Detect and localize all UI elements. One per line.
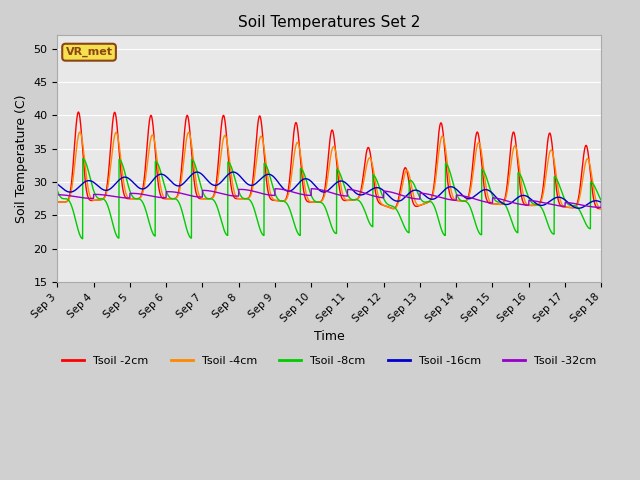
Tsoil -32cm (262, 192, 270, 197)
Tsoil -4cm (262, 161, 270, 167)
Tsoil -16cm (597, 200, 605, 205)
Tsoil -2cm (148, 115, 156, 120)
Tsoil -32cm (587, 204, 595, 209)
Tsoil -8cm (529, 200, 536, 206)
Tsoil -4cm (148, 132, 156, 138)
Text: VR_met: VR_met (65, 47, 113, 57)
Tsoil -16cm (575, 205, 582, 211)
Line: Tsoil -4cm: Tsoil -4cm (58, 132, 601, 209)
Tsoil -2cm (54, 199, 61, 205)
Tsoil -4cm (116, 146, 124, 152)
Tsoil -16cm (148, 179, 156, 185)
Tsoil -32cm (116, 194, 124, 200)
Tsoil -32cm (597, 204, 605, 210)
Tsoil -16cm (54, 181, 61, 187)
Tsoil -8cm (116, 157, 124, 163)
Tsoil -4cm (54, 199, 61, 205)
Tsoil -32cm (148, 193, 156, 199)
Tsoil -32cm (271, 186, 279, 192)
Line: Tsoil -32cm: Tsoil -32cm (58, 189, 601, 207)
Tsoil -32cm (597, 201, 605, 206)
Tsoil -2cm (262, 174, 270, 180)
Tsoil -2cm (597, 206, 605, 212)
Tsoil -2cm (286, 176, 294, 181)
Tsoil -4cm (76, 129, 84, 135)
Tsoil -4cm (597, 206, 605, 212)
Line: Tsoil -16cm: Tsoil -16cm (58, 172, 601, 208)
X-axis label: Time: Time (314, 330, 345, 343)
Tsoil -4cm (529, 203, 536, 208)
Tsoil -2cm (529, 203, 536, 208)
Tsoil -4cm (390, 206, 397, 212)
Tsoil -8cm (262, 163, 270, 168)
Tsoil -4cm (587, 168, 595, 173)
Tsoil -16cm (193, 169, 201, 175)
Tsoil -16cm (529, 197, 536, 203)
Tsoil -32cm (54, 192, 61, 198)
Tsoil -8cm (79, 236, 86, 241)
Tsoil -8cm (587, 179, 595, 185)
Tsoil -8cm (148, 229, 156, 235)
Y-axis label: Soil Temperature (C): Soil Temperature (C) (15, 95, 28, 223)
Tsoil -8cm (79, 156, 86, 162)
Title: Soil Temperatures Set 2: Soil Temperatures Set 2 (238, 15, 420, 30)
Line: Tsoil -2cm: Tsoil -2cm (58, 112, 601, 209)
Tsoil -8cm (54, 188, 61, 193)
Tsoil -16cm (286, 188, 294, 194)
Tsoil -4cm (286, 185, 294, 191)
Tsoil -32cm (286, 188, 294, 194)
Tsoil -8cm (597, 198, 605, 204)
Tsoil -16cm (116, 177, 124, 182)
Tsoil -16cm (587, 199, 595, 205)
Line: Tsoil -8cm: Tsoil -8cm (58, 159, 601, 239)
Tsoil -2cm (116, 155, 124, 161)
Legend: Tsoil -2cm, Tsoil -4cm, Tsoil -8cm, Tsoil -16cm, Tsoil -32cm: Tsoil -2cm, Tsoil -4cm, Tsoil -8cm, Tsoi… (58, 351, 601, 371)
Tsoil -16cm (262, 172, 270, 178)
Tsoil -32cm (529, 198, 536, 204)
Tsoil -2cm (75, 109, 83, 115)
Tsoil -2cm (587, 174, 595, 180)
Tsoil -8cm (286, 207, 294, 213)
